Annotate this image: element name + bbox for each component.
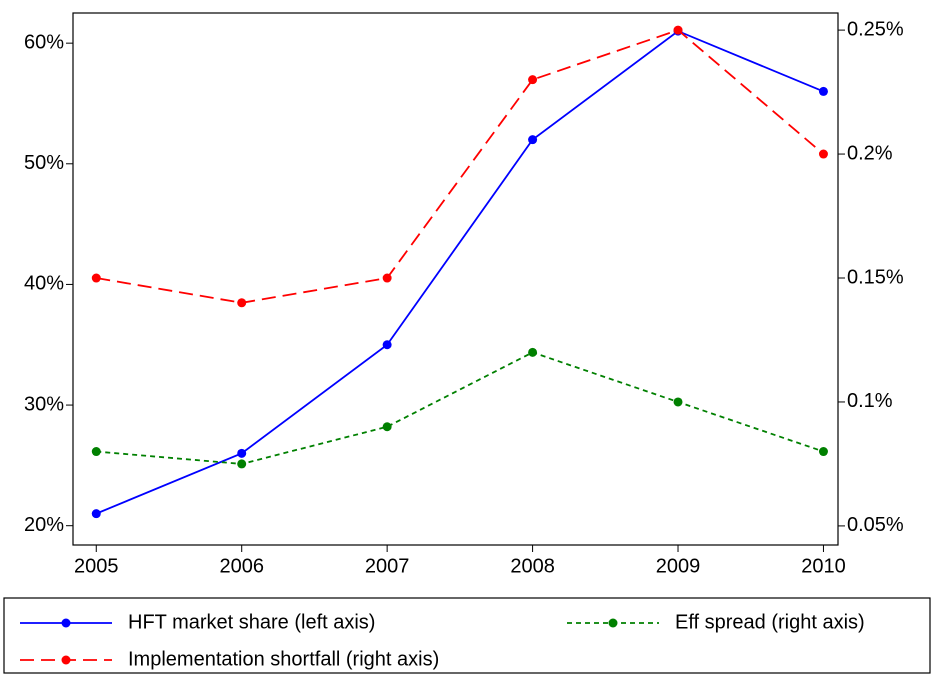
- point: [382, 422, 392, 432]
- legend-marker: [61, 655, 71, 665]
- point: [382, 273, 392, 283]
- point: [818, 86, 828, 96]
- y-tick-label: 40%: [24, 273, 64, 295]
- point: [237, 448, 247, 458]
- x-tick-label: 2010: [801, 555, 846, 577]
- y-tick-label: 60%: [24, 31, 64, 53]
- point: [91, 273, 101, 283]
- x-tick-label: 2008: [510, 555, 555, 577]
- point: [237, 298, 247, 308]
- point: [91, 447, 101, 457]
- y-tick-label: 30%: [24, 393, 64, 415]
- series-line: [95, 30, 824, 515]
- x-tick-label: 2007: [365, 555, 410, 577]
- point: [237, 459, 247, 469]
- x-tick-label: 2009: [656, 555, 701, 577]
- point: [673, 25, 683, 35]
- point: [91, 509, 101, 519]
- point: [818, 447, 828, 457]
- point: [818, 149, 828, 159]
- y2-tick-label: 0.25%: [847, 18, 904, 40]
- y-tick-label: 50%: [24, 152, 64, 174]
- plot-frame: [72, 12, 839, 546]
- legend-label: HFT market share (left axis): [128, 611, 375, 633]
- legend-box: [3, 597, 931, 674]
- point: [382, 340, 392, 350]
- y-tick-label: 20%: [24, 514, 64, 536]
- y2-tick-label: 0.1%: [847, 390, 893, 412]
- legend-marker: [61, 618, 71, 628]
- series-line: [96, 351, 824, 465]
- point: [673, 397, 683, 407]
- x-tick-label: 2006: [219, 555, 264, 577]
- legend-marker: [608, 618, 618, 628]
- legend-label: Implementation shortfall (right axis): [128, 648, 439, 670]
- point: [528, 135, 538, 145]
- y2-tick-label: 0.2%: [847, 142, 893, 164]
- legend-label: Eff spread (right axis): [675, 611, 865, 633]
- point: [528, 347, 538, 357]
- y2-tick-label: 0.05%: [847, 514, 904, 536]
- x-tick-label: 2005: [74, 555, 119, 577]
- point: [528, 75, 538, 85]
- series-line: [96, 29, 825, 304]
- y2-tick-label: 0.15%: [847, 266, 904, 288]
